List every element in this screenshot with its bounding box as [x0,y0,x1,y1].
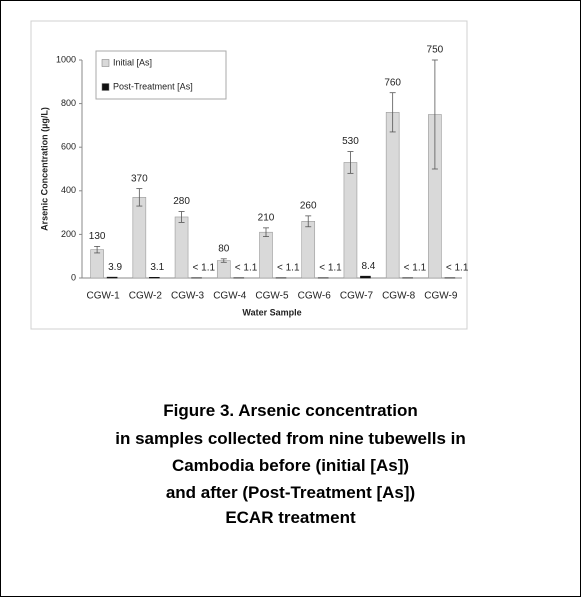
bar [149,277,160,279]
y-tick-label: 600 [61,142,76,152]
bar [360,275,371,279]
chart-frame [30,20,468,330]
x-tick-label: CGW-3 [171,291,205,302]
data-label: 130 [89,231,106,242]
data-label: 210 [258,213,275,224]
error-bar [94,245,101,254]
data-label: 80 [218,243,230,254]
legend-box [95,50,227,100]
caption-line: Figure 3. Arsenic concentration [163,401,418,420]
data-label: < 1.1 [193,262,216,273]
data-label: 3.1 [150,262,164,273]
bar [385,112,400,279]
x-tick-label: CGW-7 [340,291,374,302]
y-tick-label: 1000 [56,54,76,64]
data-label: 3.9 [108,262,122,273]
data-label: < 1.1 [446,262,469,273]
error-bar [389,92,396,133]
data-label: 8.4 [361,261,375,272]
legend-swatch [101,59,110,67]
bar [90,249,104,279]
error-bar [178,211,185,223]
caption-line: Cambodia before (initial [As]) [171,456,410,475]
legend-label: Post-Treatment [As] [113,81,193,91]
x-tick-label: CGW-2 [129,291,163,302]
data-label: < 1.1 [277,262,300,273]
error-bar [431,59,438,170]
bar [132,197,147,279]
data-label: < 1.1 [319,262,342,273]
bar [174,216,189,279]
error-bar [347,151,354,174]
caption-line: ECAR treatment [225,508,356,527]
chart: Arsenic Concentration (µg/L) Water Sampl… [30,20,469,330]
y-tick-label: 400 [61,185,76,195]
data-label: 760 [384,77,401,88]
caption-line: in samples collected from nine tubewells… [115,429,466,448]
data-label: 750 [427,45,444,56]
error-bar [136,188,143,207]
legend-label: Initial [As] [113,57,152,67]
bar [343,162,358,279]
y-tick-label: 800 [61,98,76,108]
x-tick-label: CGW-1 [87,291,121,302]
x-tick-label: CGW-6 [298,291,332,302]
data-label: 280 [173,196,190,207]
data-label: < 1.1 [404,262,427,273]
bar [216,260,231,279]
legend-swatch [101,83,110,91]
caption-line: and after (Post-Treatment [As]) [165,483,416,502]
bar [106,276,118,279]
x-tick-label: CGW-9 [424,291,458,302]
x-tick-label: CGW-8 [382,291,416,302]
data-label: 260 [300,201,317,212]
data-label: < 1.1 [235,262,258,273]
y-tick-label: 200 [61,229,76,239]
data-label: 530 [342,136,359,147]
error-bar [220,258,227,263]
y-tick-label: 0 [71,272,76,282]
x-axis-label: Water Sample [242,307,301,317]
x-tick-label: CGW-5 [255,291,289,302]
bar [301,221,316,279]
bar [259,231,273,279]
data-label: 370 [131,173,148,184]
error-bar [305,215,312,228]
y-axis-label: Arsenic Concentration (µg/L) [39,107,49,231]
x-tick-label: CGW-4 [213,291,247,302]
error-bar [263,227,269,237]
